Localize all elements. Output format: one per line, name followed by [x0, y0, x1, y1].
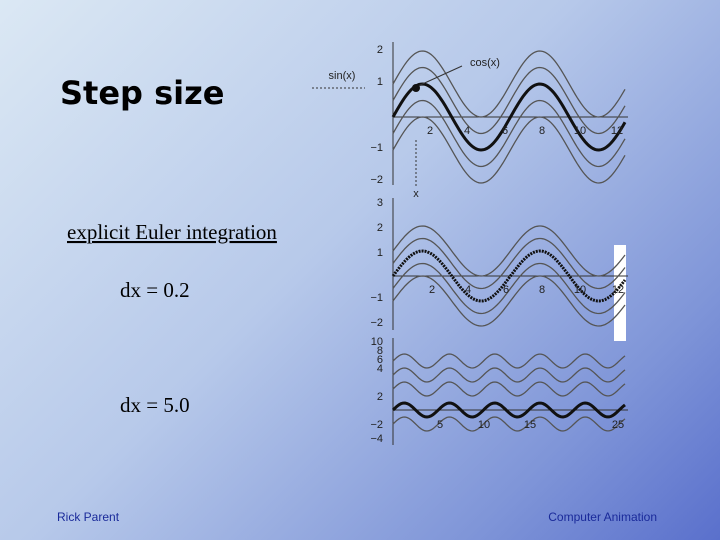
curve — [392, 116, 626, 184]
curve — [392, 381, 626, 397]
y-tick-label: −2 — [370, 419, 383, 431]
y-tick-label: 8 — [377, 345, 383, 357]
x-tick-label: 8 — [539, 125, 545, 137]
curve — [392, 66, 626, 135]
curve — [391, 249, 627, 303]
x-tick-label: 10 — [574, 284, 586, 296]
x-tick-label: 6 — [502, 125, 508, 137]
curve — [392, 99, 626, 168]
y-tick-label: 4 — [377, 363, 383, 375]
y-tick-label: −2 — [370, 317, 383, 329]
y-tick-label: −1 — [370, 142, 383, 154]
y-tick-label: −2 — [370, 174, 383, 186]
footer-left: Rick Parent — [57, 510, 120, 524]
footer-right: Computer Animation — [548, 510, 657, 524]
x-tick-label: 5 — [437, 419, 443, 431]
curve — [392, 237, 626, 290]
x-tick-label: 6 — [503, 284, 509, 296]
annotation: cos(x) — [470, 57, 500, 69]
x-tick-label: 12 — [612, 284, 624, 296]
x-tick-label: 4 — [465, 284, 471, 296]
curve — [392, 416, 626, 432]
curve — [391, 401, 626, 419]
x-tick-label: 4 — [464, 125, 470, 137]
x-tick-label: 10 — [574, 125, 586, 137]
curve — [392, 367, 626, 383]
y-tick-label: −1 — [370, 292, 383, 304]
arrow — [417, 65, 463, 87]
y-tick-label: 3 — [377, 197, 383, 209]
y-tick-label: 2 — [377, 391, 383, 403]
x-tick-label: 2 — [429, 284, 435, 296]
y-tick-label: 10 — [371, 336, 383, 348]
curve — [392, 225, 626, 277]
x-tick-label: 15 — [524, 419, 536, 431]
curve — [392, 353, 626, 369]
y-tick-label: 2 — [377, 222, 383, 234]
y-tick-label: 1 — [377, 247, 383, 259]
y-tick-label: 6 — [377, 354, 383, 366]
curve — [392, 275, 626, 327]
curve — [392, 50, 626, 118]
annotation: x — [413, 188, 419, 200]
point — [412, 84, 420, 92]
x-tick-label: 10 — [478, 419, 490, 431]
annotation: sin(x) — [329, 70, 356, 82]
y-tick-label: 2 — [377, 44, 383, 56]
curve — [392, 262, 626, 315]
highlight-bar — [614, 245, 626, 341]
curve — [391, 82, 627, 152]
y-tick-label: −4 — [370, 433, 383, 445]
x-tick-label: 25 — [612, 419, 624, 431]
x-tick-label: 8 — [539, 284, 545, 296]
bullet: dx = 0.2 — [120, 278, 190, 302]
x-tick-label: 12 — [611, 125, 623, 137]
bullet: dx = 5.0 — [120, 393, 190, 417]
y-tick-label: 1 — [377, 76, 383, 88]
title: Step size — [60, 74, 224, 112]
x-tick-label: 2 — [427, 125, 433, 137]
bullet: explicit Euler integration — [67, 220, 277, 244]
